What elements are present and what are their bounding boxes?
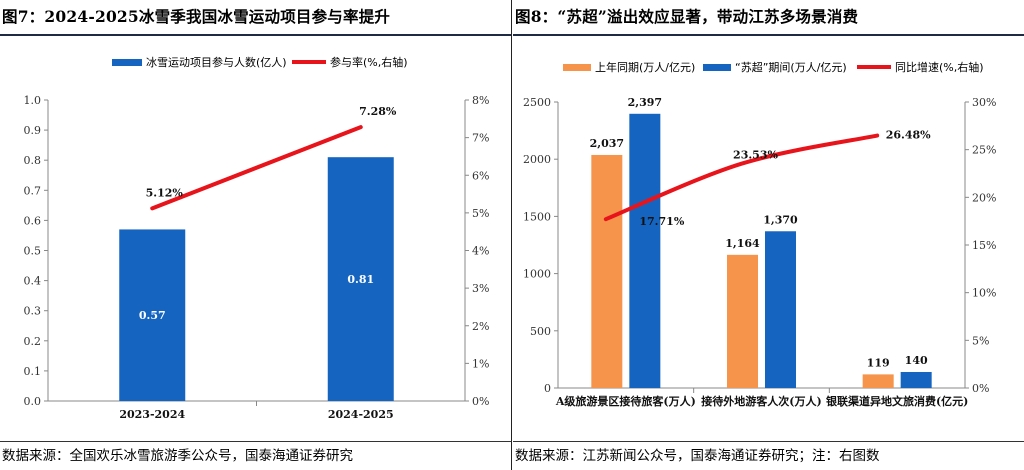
legend-bar2-swatch [703,64,731,71]
legend-line-label: 同比增速(%,右轴) [895,60,984,74]
y-tick-label-right: 15% [972,239,996,252]
y-tick-label-right: 10% [972,287,996,300]
y-tick-label-right: 8% [472,94,489,107]
bar-data-label: 119 [867,356,890,369]
y-tick-label-right: 30% [972,96,996,109]
bar-data-label: 0.81 [347,273,374,286]
source-note: 数据来源：全国欢乐冰雪旅游季公众号，国泰海通证券研究 [2,448,353,464]
y-tick-label-left: 0.0 [24,395,42,408]
bar [727,254,758,388]
plot-area: 0 500 1000 1500 2000 2500 0% 5% 10% 15% 20% 25% 30% A… [523,96,996,408]
chart-panel-left: 图7：2024-2025冰雪季我国冰雪运动项目参与率提升 冰雪运动项目参与人数(… [0,0,511,470]
chart-svg: 上年同期(万人/亿元) “苏超”期间(万人/亿元) 同比增速(%,右轴) 0 50… [523,60,996,408]
footer-rule [0,441,511,442]
bar [900,371,932,388]
y-tick-label-right: 7% [472,132,489,145]
legend-bar-label: 冰雪运动项目参与人数(亿人) [146,55,287,69]
legend-bar1-label: 上年同期(万人/亿元) [595,60,695,74]
y-tick-label-left: 0.5 [24,245,42,258]
y-tick-label-left: 1500 [523,210,551,223]
source-note: 数据来源：江苏新闻公众号，国泰海通证券研究；注：右图数 [515,448,880,464]
y-tick-label-left: 0.8 [24,154,42,167]
legend-line-label: 参与率(%,右轴) [330,55,408,69]
y-tick-label-right: 5% [472,207,489,220]
y-tick-label-right: 1% [472,357,489,370]
bar-data-label: 140 [905,354,928,367]
y-tick-label-left: 500 [530,325,551,338]
y-tick-label-left: 0.7 [24,184,42,197]
legend-bar-swatch [112,59,142,66]
x-tick-label: 2024-2025 [328,408,394,421]
y-tick-label-left: 0.4 [24,275,42,288]
y-tick-label-right: 20% [972,191,996,204]
bar [629,113,661,388]
bar-data-label: 1,164 [725,237,760,250]
x-tick-label: 银联渠道异地文旅消费(亿元) [826,394,968,408]
line-data-label: 17.71% [639,215,684,228]
y-tick-label-left: 0.9 [24,124,42,137]
bar-data-label: 2,397 [628,96,662,109]
y-tick-label-right: 4% [472,245,489,258]
bar [327,157,394,401]
line-series [603,133,880,222]
y-tick-label-right: 25% [972,144,996,157]
line-data-label: 7.28% [359,105,397,118]
bar [591,154,623,388]
bar [862,374,894,388]
bar [119,229,186,401]
x-tick-label: 接待外地游客人次(万人) [701,394,821,408]
line-series [150,125,363,211]
legend-bar1-swatch [563,64,591,71]
y-tick-label-left: 1000 [523,268,551,281]
figure-title: 图8：“苏超”溢出效应显著，带动江苏多场景消费 [515,7,859,26]
y-tick-label-left: 0.2 [24,335,42,348]
y-tick-label-right: 2% [472,320,489,333]
plot-area: 0.0 0.1 0.2 0.3 0.4 0.5 0.6 0.7 0.8 0.9 1.0 0% 1% 2% 3… [24,94,490,421]
footer-rule [513,441,1024,442]
y-tick-label-left: 0 [544,382,551,395]
chart-panel-right: 图8：“苏超”溢出效应显著，带动江苏多场景消费 上年同期(万人/亿元) “苏超”… [513,0,1024,470]
x-tick-label: 2023-2024 [119,408,185,421]
panel-divider [511,0,512,470]
line-data-label: 5.12% [146,186,184,199]
title-rule [0,34,511,36]
y-tick-label-right: 0% [472,395,489,408]
line-data-label: 26.48% [886,129,931,142]
y-tick-label-left: 0.1 [24,365,42,378]
bar-data-label: 1,370 [763,213,798,226]
y-tick-label-right: 5% [972,334,989,347]
y-tick-label-left: 0.6 [24,214,42,227]
y-tick-label-right: 6% [472,169,489,182]
figure-title: 图7：2024-2025冰雪季我国冰雪运动项目参与率提升 [2,7,391,26]
y-tick-label-left: 1.0 [24,94,42,107]
line-data-label: 23.53% [733,149,778,162]
chart-svg: 冰雪运动项目参与人数(亿人) 参与率(%,右轴) 0.0 0.1 0.2 0.3 0.4… [24,55,490,421]
x-tick-label: A级旅游景区接待旅客(万人) [555,394,696,408]
bar [765,231,796,388]
bar-data-label: 2,037 [590,137,624,150]
bar-data-label: 0.57 [139,309,166,322]
title-rule [513,34,1024,36]
y-tick-label-left: 0.3 [24,305,42,318]
y-tick-label-right: 0% [972,382,989,395]
y-tick-label-right: 3% [472,282,489,295]
y-tick-label-left: 2500 [523,96,551,109]
y-tick-label-left: 2000 [523,153,551,166]
legend-bar2-label: “苏超”期间(万人/亿元) [735,60,847,74]
